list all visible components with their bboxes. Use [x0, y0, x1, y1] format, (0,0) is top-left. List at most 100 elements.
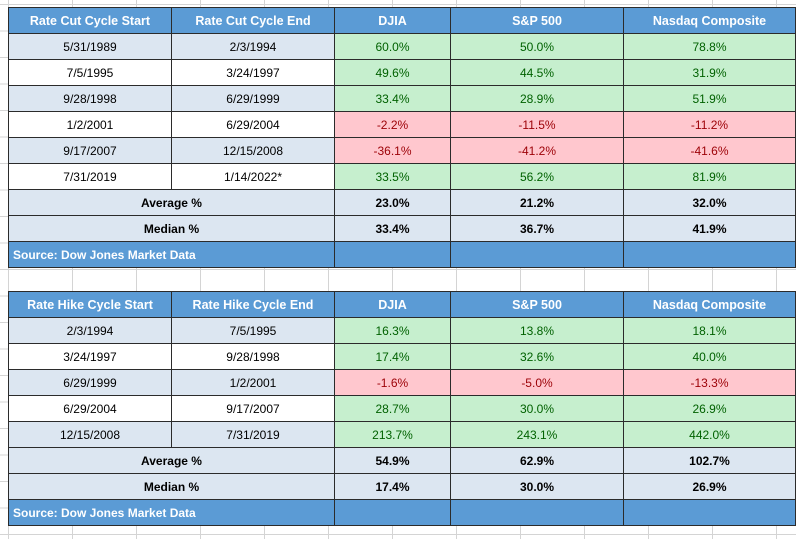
- header-cycle-end[interactable]: Rate Hike Cycle End: [171, 291, 335, 318]
- cell-djia[interactable]: 28.7%: [334, 395, 451, 422]
- header-cycle-end[interactable]: Rate Cut Cycle End: [171, 7, 335, 34]
- cell-djia[interactable]: 60.0%: [334, 33, 451, 60]
- cell-end[interactable]: 1/14/2022*: [171, 163, 335, 190]
- cell-end[interactable]: 9/28/1998: [171, 343, 335, 370]
- cell-nasdaq[interactable]: -41.6%: [623, 137, 796, 164]
- cell-start[interactable]: 7/5/1995: [8, 59, 172, 86]
- cell-end[interactable]: 6/29/1999: [171, 85, 335, 112]
- average-label[interactable]: Average %: [8, 189, 335, 216]
- source-note[interactable]: Source: Dow Jones Market Data: [8, 499, 335, 526]
- cell-end[interactable]: 2/3/1994: [171, 33, 335, 60]
- average-djia[interactable]: 54.9%: [334, 447, 451, 474]
- source-blank-cell[interactable]: [334, 241, 451, 268]
- cell-djia[interactable]: -1.6%: [334, 369, 451, 396]
- median-nasdaq[interactable]: 26.9%: [623, 473, 796, 500]
- cell-start[interactable]: 7/31/2019: [8, 163, 172, 190]
- cell-djia[interactable]: -36.1%: [334, 137, 451, 164]
- header-cycle-start[interactable]: Rate Hike Cycle Start: [8, 291, 172, 318]
- average-nasdaq[interactable]: 102.7%: [623, 447, 796, 474]
- header-djia[interactable]: DJIA: [334, 7, 451, 34]
- header-djia[interactable]: DJIA: [334, 291, 451, 318]
- source-blank-cell[interactable]: [450, 499, 624, 526]
- cell-sp500[interactable]: 56.2%: [450, 163, 624, 190]
- cell-nasdaq[interactable]: 40.0%: [623, 343, 796, 370]
- cell-sp500[interactable]: 50.0%: [450, 33, 624, 60]
- median-djia[interactable]: 33.4%: [334, 215, 451, 242]
- cell-nasdaq[interactable]: 26.9%: [623, 395, 796, 422]
- cell-sp500[interactable]: 30.0%: [450, 395, 624, 422]
- header-nasdaq[interactable]: Nasdaq Composite: [623, 291, 796, 318]
- cell-sp500[interactable]: 44.5%: [450, 59, 624, 86]
- cell-djia[interactable]: 213.7%: [334, 421, 451, 448]
- cell-sp500[interactable]: -41.2%: [450, 137, 624, 164]
- source-note[interactable]: Source: Dow Jones Market Data: [8, 241, 335, 268]
- source-blank-cell[interactable]: [450, 241, 624, 268]
- median-sp500[interactable]: 30.0%: [450, 473, 624, 500]
- cell-nasdaq[interactable]: 442.0%: [623, 421, 796, 448]
- cell-end[interactable]: 6/29/2004: [171, 111, 335, 138]
- cell-end[interactable]: 9/17/2007: [171, 395, 335, 422]
- cell-start[interactable]: 9/28/1998: [8, 85, 172, 112]
- cell-start[interactable]: 5/31/1989: [8, 33, 172, 60]
- table-row: 9/28/1998 6/29/1999 33.4% 28.9% 51.9%: [8, 85, 796, 112]
- cell-start[interactable]: 6/29/2004: [8, 395, 172, 422]
- table-row: 6/29/2004 9/17/2007 28.7% 30.0% 26.9%: [8, 395, 796, 422]
- header-cycle-start[interactable]: Rate Cut Cycle Start: [8, 7, 172, 34]
- cell-start[interactable]: 9/17/2007: [8, 137, 172, 164]
- median-label[interactable]: Median %: [8, 473, 335, 500]
- cell-sp500[interactable]: 13.8%: [450, 317, 624, 344]
- cell-nasdaq[interactable]: -13.3%: [623, 369, 796, 396]
- average-djia[interactable]: 23.0%: [334, 189, 451, 216]
- median-row: Median % 33.4% 36.7% 41.9%: [8, 215, 796, 242]
- cell-nasdaq[interactable]: 18.1%: [623, 317, 796, 344]
- cell-djia[interactable]: 17.4%: [334, 343, 451, 370]
- median-nasdaq[interactable]: 41.9%: [623, 215, 796, 242]
- average-sp500[interactable]: 21.2%: [450, 189, 624, 216]
- header-sp500[interactable]: S&P 500: [450, 7, 624, 34]
- cell-djia[interactable]: 49.6%: [334, 59, 451, 86]
- cell-nasdaq[interactable]: 31.9%: [623, 59, 796, 86]
- cell-start[interactable]: 1/2/2001: [8, 111, 172, 138]
- cell-start[interactable]: 2/3/1994: [8, 317, 172, 344]
- average-row: Average % 23.0% 21.2% 32.0%: [8, 189, 796, 216]
- cell-start[interactable]: 3/24/1997: [8, 343, 172, 370]
- cell-end[interactable]: 12/15/2008: [171, 137, 335, 164]
- cell-end[interactable]: 1/2/2001: [171, 369, 335, 396]
- cell-djia[interactable]: 33.5%: [334, 163, 451, 190]
- cell-nasdaq[interactable]: 78.8%: [623, 33, 796, 60]
- cell-djia[interactable]: 16.3%: [334, 317, 451, 344]
- median-djia[interactable]: 17.4%: [334, 473, 451, 500]
- table-row: 12/15/2008 7/31/2019 213.7% 243.1% 442.0…: [8, 421, 796, 448]
- cell-djia[interactable]: 33.4%: [334, 85, 451, 112]
- average-label[interactable]: Average %: [8, 447, 335, 474]
- cell-sp500[interactable]: 32.6%: [450, 343, 624, 370]
- source-blank-cell[interactable]: [623, 499, 796, 526]
- median-label[interactable]: Median %: [8, 215, 335, 242]
- source-row: Source: Dow Jones Market Data: [8, 241, 796, 268]
- cell-nasdaq[interactable]: -11.2%: [623, 111, 796, 138]
- rate-hike-table: Rate Hike Cycle Start Rate Hike Cycle En…: [8, 291, 796, 526]
- cell-djia[interactable]: -2.2%: [334, 111, 451, 138]
- source-blank-cell[interactable]: [334, 499, 451, 526]
- header-sp500[interactable]: S&P 500: [450, 291, 624, 318]
- average-sp500[interactable]: 62.9%: [450, 447, 624, 474]
- rate-cut-table: Rate Cut Cycle Start Rate Cut Cycle End …: [8, 7, 796, 268]
- cell-sp500[interactable]: -5.0%: [450, 369, 624, 396]
- cell-end[interactable]: 3/24/1997: [171, 59, 335, 86]
- cell-end[interactable]: 7/5/1995: [171, 317, 335, 344]
- table-row: 6/29/1999 1/2/2001 -1.6% -5.0% -13.3%: [8, 369, 796, 396]
- source-blank-cell[interactable]: [623, 241, 796, 268]
- source-row: Source: Dow Jones Market Data: [8, 499, 796, 526]
- header-nasdaq[interactable]: Nasdaq Composite: [623, 7, 796, 34]
- table-row: 9/17/2007 12/15/2008 -36.1% -41.2% -41.6…: [8, 137, 796, 164]
- cell-nasdaq[interactable]: 51.9%: [623, 85, 796, 112]
- cell-sp500[interactable]: 243.1%: [450, 421, 624, 448]
- cell-sp500[interactable]: -11.5%: [450, 111, 624, 138]
- average-nasdaq[interactable]: 32.0%: [623, 189, 796, 216]
- cell-sp500[interactable]: 28.9%: [450, 85, 624, 112]
- cell-start[interactable]: 6/29/1999: [8, 369, 172, 396]
- cell-end[interactable]: 7/31/2019: [171, 421, 335, 448]
- cell-nasdaq[interactable]: 81.9%: [623, 163, 796, 190]
- cell-start[interactable]: 12/15/2008: [8, 421, 172, 448]
- median-sp500[interactable]: 36.7%: [450, 215, 624, 242]
